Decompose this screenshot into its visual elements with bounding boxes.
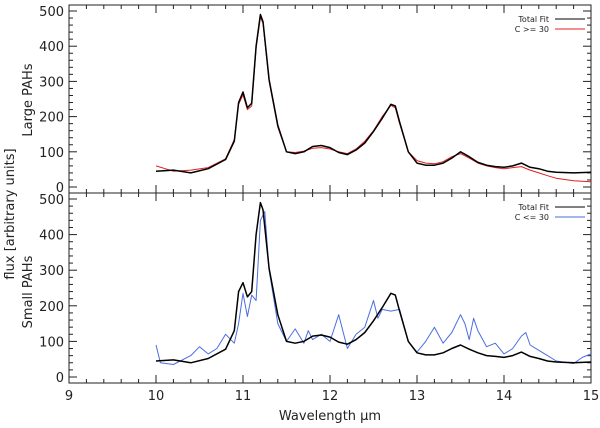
top-y-tick-label: 0 bbox=[56, 181, 64, 196]
top-panel-y-label: Large PAHs bbox=[21, 63, 36, 136]
bottom-panel-frame bbox=[68, 192, 592, 384]
bottom-y-tick-label: 300 bbox=[39, 264, 64, 279]
bottom-legend-label: Total Fit bbox=[517, 203, 549, 212]
top-legend-label: C >= 30 bbox=[515, 25, 549, 34]
top-panel-frame bbox=[68, 4, 592, 194]
bottom-legend-label: C <= 30 bbox=[515, 213, 549, 222]
x-tick-label: 10 bbox=[148, 389, 165, 404]
top-series-line bbox=[155, 13, 592, 174]
shared-y-axis-label: flux [arbitrary units] bbox=[3, 148, 18, 279]
top-series-line bbox=[155, 16, 592, 183]
bottom-series-line bbox=[155, 211, 592, 365]
bottom-y-tick-label: 200 bbox=[39, 300, 64, 315]
top-y-tick-label: 500 bbox=[39, 5, 64, 20]
top-legend-label: Total Fit bbox=[517, 15, 549, 24]
bottom-y-tick-label: 400 bbox=[39, 229, 64, 244]
top-y-tick-label: 400 bbox=[39, 40, 64, 55]
bottom-panel-y-label: Small PAHs bbox=[21, 255, 36, 328]
top-y-tick-label: 100 bbox=[39, 146, 64, 161]
bottom-y-tick-label: 100 bbox=[39, 335, 64, 350]
bottom-y-tick-label: 500 bbox=[39, 193, 64, 208]
top-y-tick-label: 300 bbox=[39, 75, 64, 90]
top-y-tick-label: 200 bbox=[39, 111, 64, 126]
bottom-y-tick-label: 0 bbox=[56, 371, 64, 386]
x-tick-label: 15 bbox=[583, 389, 600, 404]
bottom-series-line bbox=[155, 201, 592, 364]
x-tick-label: 12 bbox=[322, 389, 339, 404]
x-tick-label: 14 bbox=[496, 389, 513, 404]
x-axis-title: Wavelength μm bbox=[279, 409, 381, 424]
x-tick-label: 13 bbox=[409, 389, 426, 404]
x-tick-label: 9 bbox=[65, 389, 73, 404]
x-tick-label: 11 bbox=[235, 389, 252, 404]
